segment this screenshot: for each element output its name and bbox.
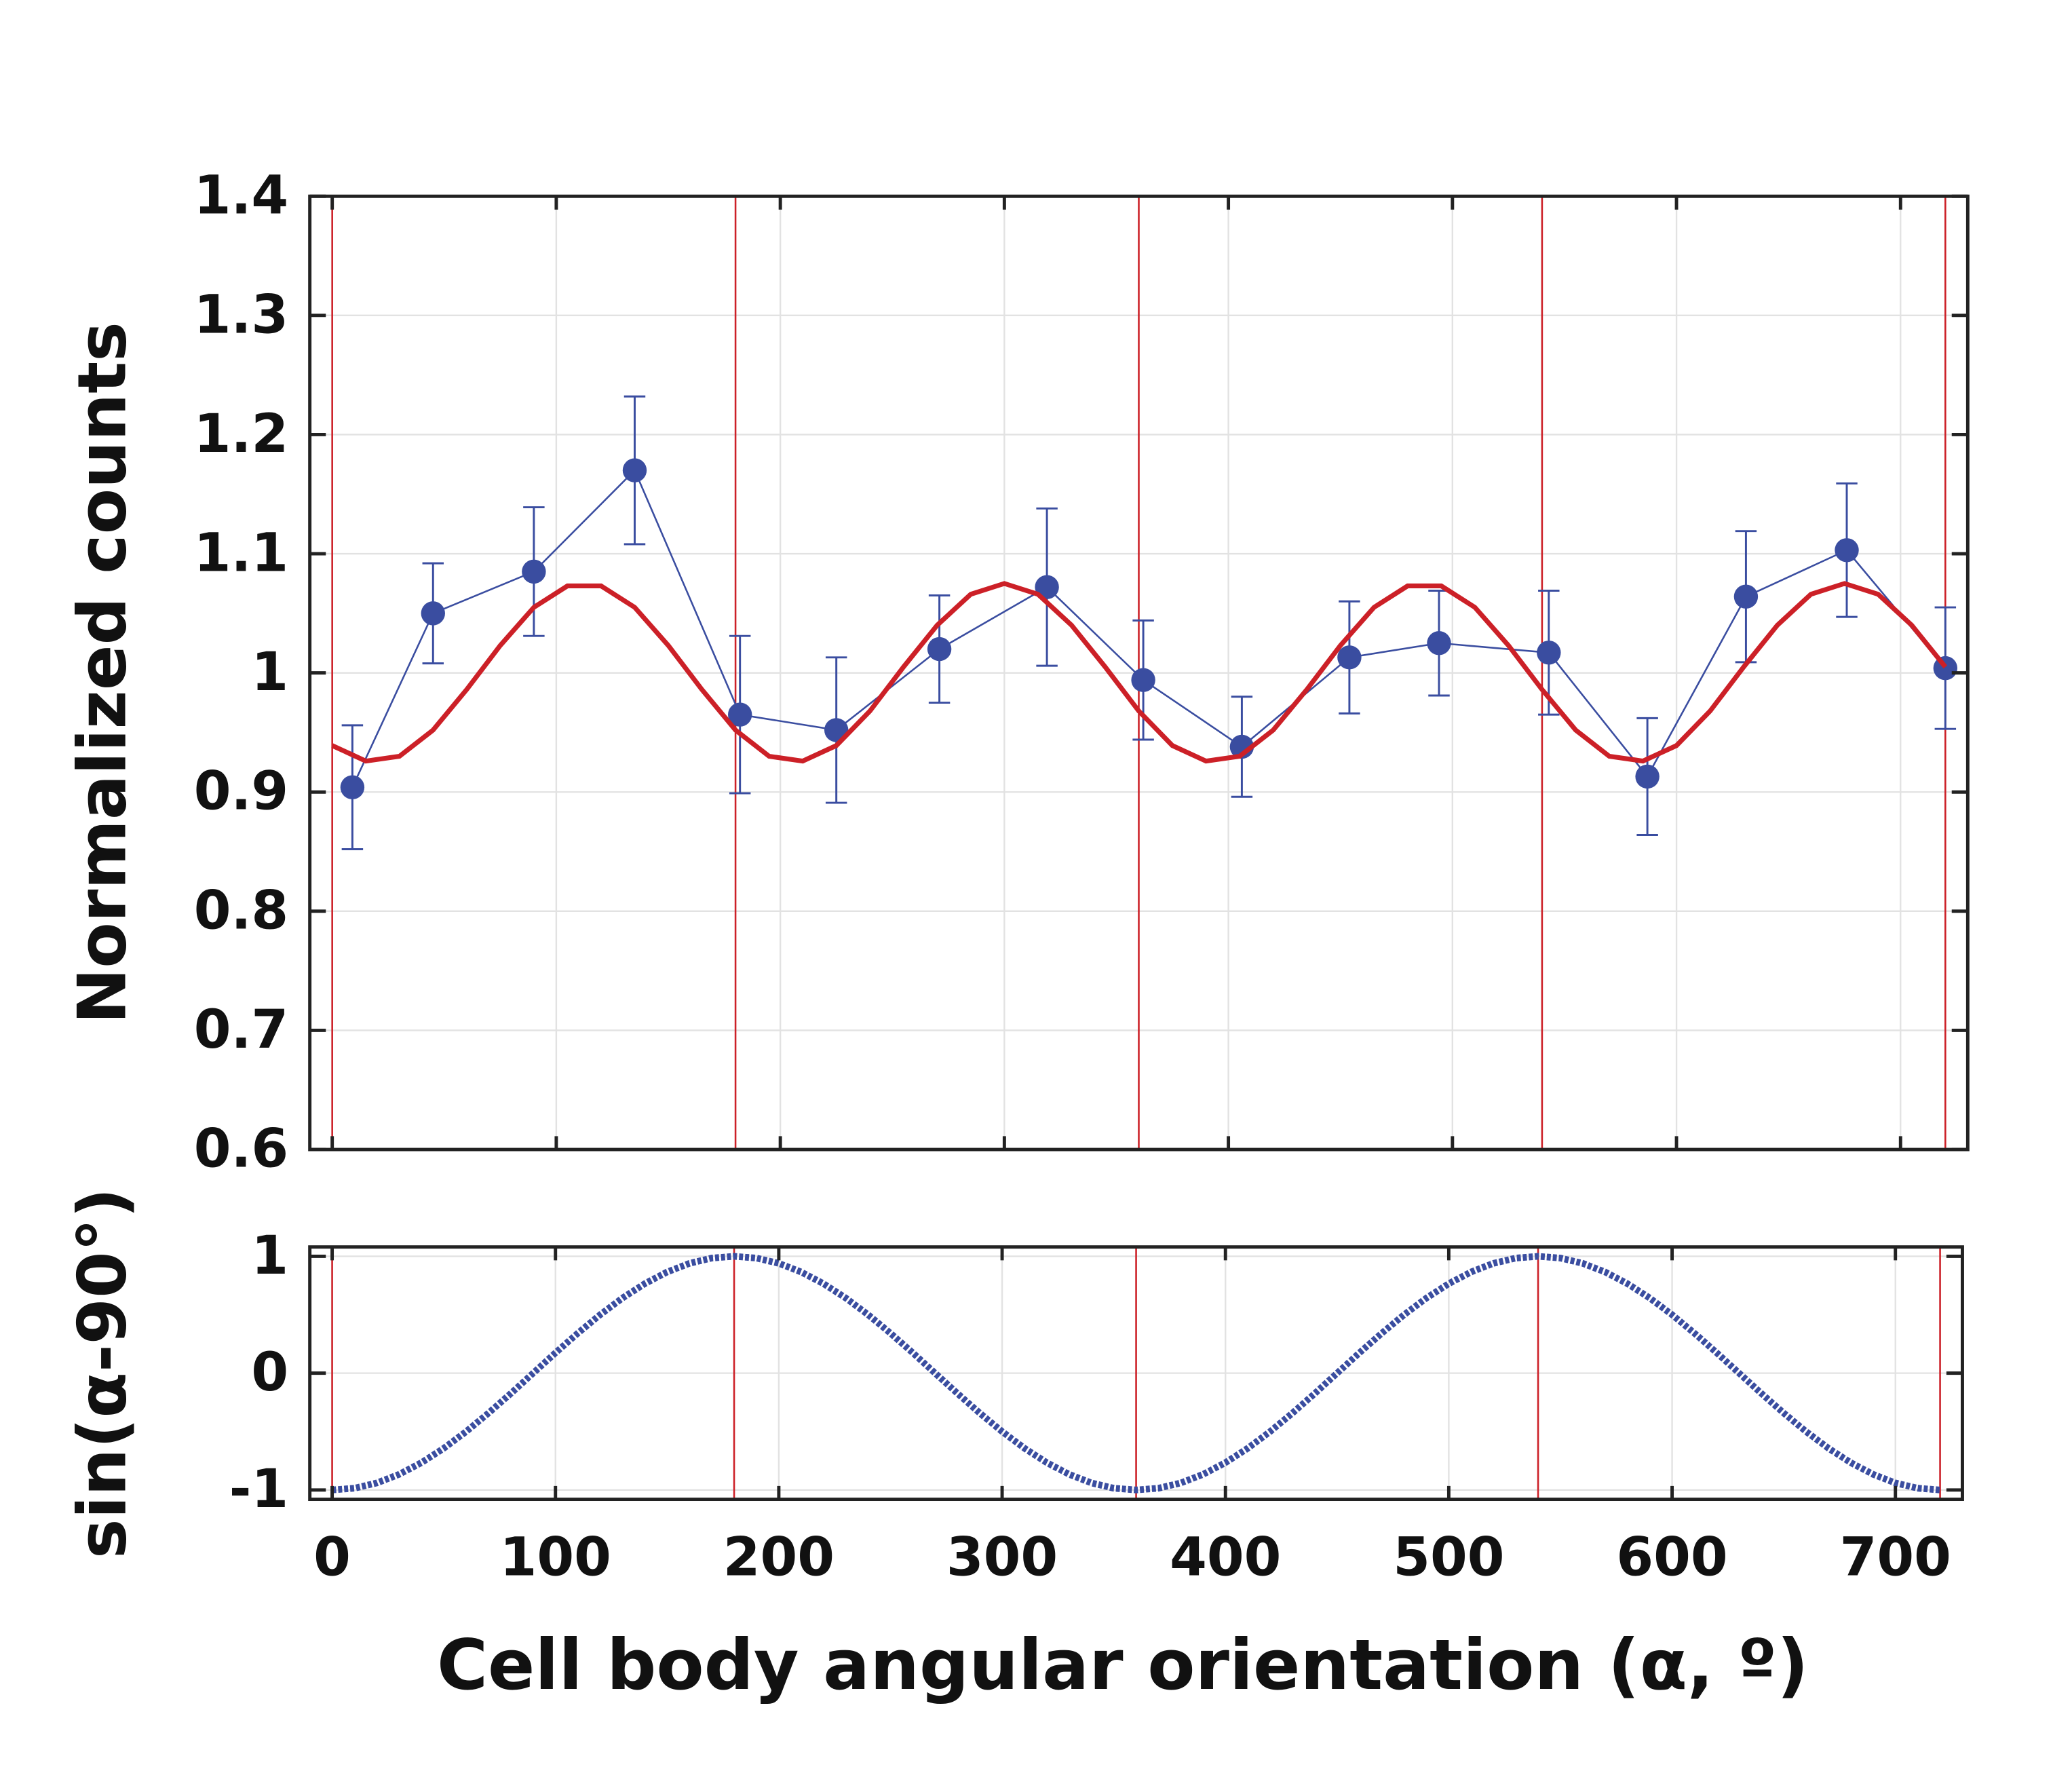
- y-tick-label: 1.3: [194, 283, 288, 345]
- x-axis-label: Cell body angular orientation (α, º): [437, 1625, 1809, 1706]
- data-point: [522, 559, 546, 584]
- x-tick-label: 700: [1840, 1526, 1951, 1589]
- data-point: [421, 601, 445, 626]
- x-tick-label: 100: [500, 1526, 611, 1589]
- data-point: [727, 702, 752, 727]
- data-point: [1131, 668, 1155, 692]
- x-tick-label: 400: [1170, 1526, 1281, 1589]
- dotted-curve: [332, 1253, 1940, 1494]
- x-tick-label: 500: [1393, 1526, 1504, 1589]
- y-tick-label: 1.2: [194, 402, 288, 465]
- data-point: [1035, 575, 1059, 599]
- data-point: [927, 636, 952, 662]
- data-point: [1733, 584, 1759, 609]
- y-tick-label: 1: [251, 1224, 288, 1287]
- data-point: [1635, 764, 1659, 789]
- y-tick-label: -1: [229, 1458, 288, 1520]
- panel: 0 100 200 300 400 500 600 700 -1 0 1 sin(α-90°) Cell…: [64, 1187, 1964, 1706]
- x-tick-label: 0: [313, 1526, 351, 1589]
- y-tick-label: 1.4: [194, 164, 288, 227]
- data-point: [622, 458, 647, 482]
- y-tick-label: 1.1: [194, 521, 288, 584]
- panel: 0.6 0.7 0.8 0.9 1 1.1 1.2 1.3 1.4 Normalized coun…: [64, 164, 1970, 1179]
- x-tick-label: 200: [723, 1526, 834, 1589]
- x-tick-label: 600: [1616, 1526, 1727, 1589]
- data-point: [1337, 645, 1362, 670]
- y-tick-label: 0.6: [194, 1117, 288, 1179]
- y-tick-label: 0.7: [194, 998, 288, 1061]
- y-tick-label: 0.8: [194, 879, 288, 941]
- fit-curve: [331, 581, 1948, 764]
- data-point: [1537, 641, 1561, 665]
- data-point: [1427, 631, 1451, 655]
- data-point: [340, 775, 365, 799]
- data-point: [1835, 538, 1859, 563]
- y-axis-label: sin(α-90°): [64, 1187, 141, 1559]
- y-tick-label: 0.9: [194, 760, 288, 822]
- x-tick-label: 300: [946, 1526, 1058, 1589]
- y-tick-label: 1: [251, 641, 288, 703]
- y-tick-label: 0: [251, 1341, 288, 1403]
- y-axis-label: Normalized counts: [64, 322, 141, 1024]
